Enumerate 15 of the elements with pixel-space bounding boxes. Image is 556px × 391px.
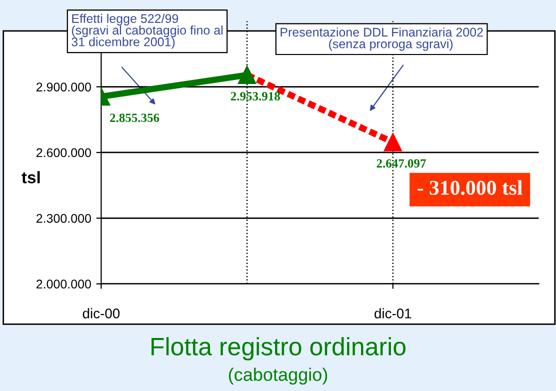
data-label: 2.855.356 xyxy=(110,114,160,122)
annotation: Effetti legge 522/99 (sgravi al cabotaggio fino al 31 dicembre 2001) xyxy=(72,14,223,49)
data-label: 2.647.097 xyxy=(376,159,426,168)
text: (cabotaggio) xyxy=(228,368,328,385)
y-tick-label: 2.000.000 xyxy=(36,280,91,289)
x-tick-label: dic-00 xyxy=(82,308,120,318)
y-tick-label: 2.300.000 xyxy=(36,214,91,223)
y-axis-title: tsl xyxy=(22,171,40,184)
y-tick-label: 2.600.000 xyxy=(36,148,91,158)
data-label: 2.953.918 xyxy=(230,92,280,101)
text: Flotta registro ordinario xyxy=(152,337,406,360)
annotation: Presentazione DDL Finanziaria 2002 (senza proroga sgravi) xyxy=(280,27,483,51)
y-tick-label: 2.900.000 xyxy=(36,82,91,92)
annotation: - 310.000 tsl xyxy=(418,180,522,195)
x-tick-label: dic-01 xyxy=(374,308,412,318)
